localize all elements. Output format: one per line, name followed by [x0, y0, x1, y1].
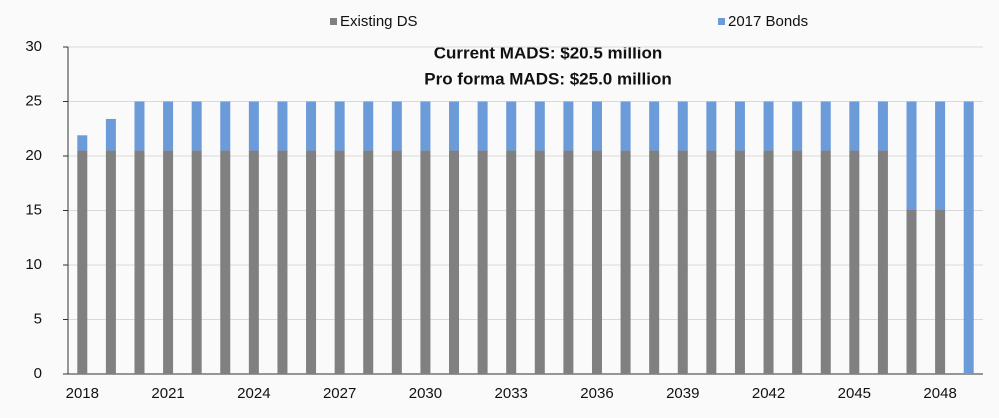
x-tick-label: 2021	[151, 385, 184, 402]
bar-segment	[105, 150, 116, 374]
bar-segment	[506, 150, 517, 374]
bar-segment	[363, 150, 374, 374]
legend-swatch	[718, 18, 725, 25]
bar-segment	[620, 150, 631, 374]
x-tick-label: 2024	[237, 385, 270, 402]
bar-segment	[563, 101, 574, 151]
bar-segment	[306, 150, 317, 374]
x-tick-label: 2018	[66, 385, 99, 402]
bar-segment	[191, 101, 202, 151]
x-tick-label: 2030	[409, 385, 442, 402]
bar-segment	[792, 150, 803, 374]
bar-segment	[506, 101, 517, 151]
bar-segment	[763, 150, 774, 374]
y-tick-label: 0	[34, 365, 42, 382]
bar-segment	[105, 118, 116, 151]
bar-segment	[220, 150, 231, 374]
bar-segment	[820, 150, 831, 374]
bar-segment	[334, 150, 345, 374]
bar-segment	[649, 150, 660, 374]
bar-segment	[906, 101, 917, 210]
bar-segment	[563, 150, 574, 374]
bar-segment	[477, 101, 488, 151]
bar-segment	[134, 150, 145, 374]
y-tick-label: 5	[34, 310, 42, 327]
bar-segment	[620, 101, 631, 151]
bar-segment	[391, 150, 402, 374]
bar-segment	[706, 150, 717, 374]
bar-segment	[248, 150, 259, 374]
legend-label: 2017 Bonds	[728, 13, 808, 30]
bar-segment	[134, 101, 145, 151]
bar-segment	[220, 101, 231, 151]
bar-segment	[77, 150, 88, 374]
y-tick-label: 20	[25, 147, 42, 164]
bar-segment	[792, 101, 803, 151]
bar-segment	[363, 101, 374, 151]
bar-segment	[734, 150, 745, 374]
bar-segment	[963, 101, 974, 374]
x-tick-label: 2045	[838, 385, 871, 402]
bar-segment	[477, 150, 488, 374]
bar-segment	[877, 101, 888, 151]
bar-segment	[163, 101, 174, 151]
y-tick-label: 25	[25, 92, 42, 109]
bar-segment	[706, 101, 717, 151]
x-tick-label: 2027	[323, 385, 356, 402]
bar-segment	[935, 209, 946, 374]
legend-label: Existing DS	[340, 13, 418, 30]
bar-segment	[591, 101, 602, 151]
legend-swatch	[330, 18, 337, 25]
bar-segment	[820, 101, 831, 151]
bar-segment	[449, 150, 460, 374]
annotation: Current MADS: $20.5 million	[434, 43, 663, 62]
bar-segment	[191, 150, 202, 374]
bar-segment	[849, 101, 860, 151]
bar-segment	[534, 101, 545, 151]
bar-segment	[906, 209, 917, 374]
bar-segment	[763, 101, 774, 151]
bar-segment	[677, 101, 688, 151]
x-tick-label: 2033	[495, 385, 528, 402]
x-tick-label: 2039	[666, 385, 699, 402]
y-tick-label: 30	[25, 38, 42, 55]
bar-segment	[849, 150, 860, 374]
bar-segment	[534, 150, 545, 374]
bar-segment	[391, 101, 402, 151]
bar-segment	[677, 150, 688, 374]
bar-segment	[420, 150, 431, 374]
bar-segment	[334, 101, 345, 151]
x-tick-label: 2042	[752, 385, 785, 402]
x-tick-label: 2048	[923, 385, 956, 402]
y-tick-label: 15	[25, 201, 42, 218]
bar-segment	[449, 101, 460, 151]
bar-segment	[77, 135, 88, 151]
annotation: Pro forma MADS: $25.0 million	[424, 69, 672, 88]
bar-segment	[591, 150, 602, 374]
bar-segment	[649, 101, 660, 151]
bar-segment	[277, 150, 288, 374]
bar-segment	[163, 150, 174, 374]
bar-segment	[277, 101, 288, 151]
bar-segment	[734, 101, 745, 151]
x-tick-label: 2036	[580, 385, 613, 402]
bar-segment	[877, 150, 888, 374]
bar-segment	[306, 101, 317, 151]
bar-segment	[248, 101, 259, 151]
bar-segment	[420, 101, 431, 151]
bar-segment	[935, 101, 946, 210]
y-tick-label: 10	[25, 256, 42, 273]
